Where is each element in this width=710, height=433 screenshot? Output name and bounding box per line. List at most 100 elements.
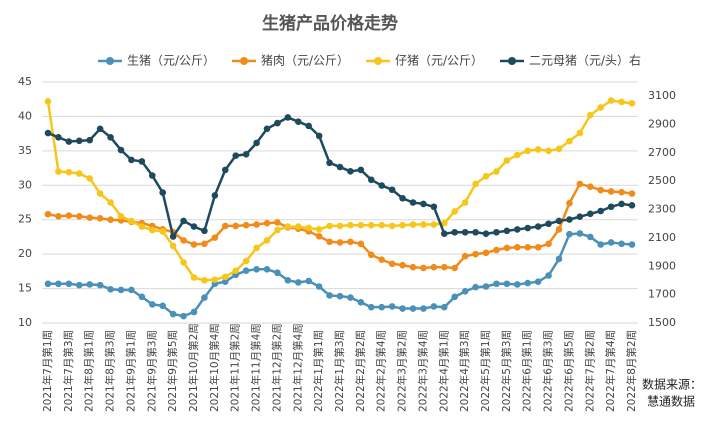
point [566,137,573,145]
y2-tick-label: 1700 [648,288,676,301]
point [169,242,177,250]
point [430,221,438,228]
x-tick-label: 2022年3月第2周 [396,330,409,412]
point [409,221,417,228]
point [378,221,386,229]
point [534,223,542,230]
point [524,279,532,287]
point [347,221,354,229]
point [628,241,636,248]
point [566,199,573,207]
point [159,302,167,310]
point [566,216,573,223]
point [451,264,459,272]
x-tick-label: 2021年10月第2周 [187,323,200,412]
point [597,241,605,248]
point [440,219,448,227]
point [221,166,229,174]
point [545,147,552,155]
point [357,240,365,248]
point [607,188,615,195]
point [253,244,260,252]
point [628,202,636,209]
point [294,118,302,125]
point [493,280,500,288]
x-tick-label: 2021年11月第2周 [229,323,242,412]
legend-label: 二元母猪（元/头）右 [529,53,641,68]
point [440,263,448,271]
y-tick-label: 45 [18,75,32,88]
point [326,159,333,167]
legend-label: 猪肉（元/公斤） [261,54,349,68]
point [503,244,511,252]
point [232,222,240,230]
point [315,132,323,140]
point [420,221,427,228]
point [524,224,532,232]
y-tick-label: 15 [18,282,32,295]
point [190,241,198,248]
y2-tick-label: 2700 [648,146,676,159]
point [284,277,292,284]
point [44,280,52,288]
point [107,216,114,224]
point [503,227,511,235]
x-tick-label: 2022年4月第1周 [437,330,450,412]
point [305,277,313,285]
point [493,168,500,175]
source: 数据来源： [642,377,702,392]
point [242,257,250,265]
point [253,265,260,273]
point [472,180,479,188]
point [513,226,521,233]
x-tick-label: 2022年2月第4周 [375,330,388,412]
point [159,189,167,196]
point [409,199,417,206]
point [347,294,354,301]
point [378,303,386,311]
y2-tick-label: 2900 [648,118,676,131]
point [242,267,250,274]
point [451,293,459,301]
point [545,220,552,228]
point [503,157,511,164]
point [607,97,615,104]
point [148,226,156,234]
point [86,281,94,288]
y-tick-label: 20 [18,247,32,260]
point [294,223,302,230]
point [399,194,406,202]
point [305,122,313,130]
y2-tick-label: 3100 [648,89,676,102]
legend-marker [374,57,382,65]
x-tick-label: 2021年7月第1周 [41,330,54,412]
point [201,240,208,248]
point [597,207,605,215]
point [336,239,344,246]
point [211,234,219,241]
point [618,240,625,248]
point [190,274,198,281]
point [232,152,240,160]
point [263,125,271,133]
point [461,288,469,295]
point [409,263,417,271]
point [597,104,605,111]
point [242,151,250,158]
point [461,199,469,206]
point [482,173,490,180]
point [513,281,521,288]
point [326,292,333,299]
point [534,278,542,285]
point [628,190,636,197]
point [440,303,448,311]
point [378,182,386,189]
x-tick-label: 2021年10月第4周 [208,323,221,412]
point [555,255,563,263]
point [576,180,584,188]
point [534,243,542,251]
point [190,223,198,230]
point [65,138,73,145]
point [117,212,125,220]
